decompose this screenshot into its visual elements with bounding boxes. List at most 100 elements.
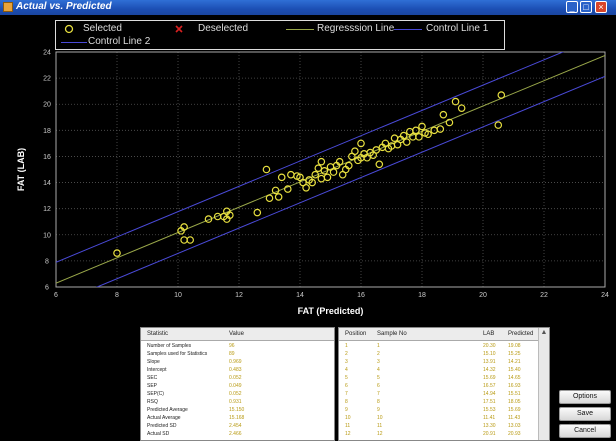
data-point <box>399 131 408 140</box>
data-point <box>412 126 420 135</box>
x-tick-label: 10 <box>174 292 182 299</box>
statistic-value: 15.168 <box>229 415 245 421</box>
cancel-button[interactable]: Cancel <box>559 424 611 438</box>
scatter-chart: 6 8 10 12 14 16 18 20 22 24 6 8 10 12 14 16 18 20 22 24 FAT … <box>16 50 609 317</box>
control-line-1 <box>56 52 565 263</box>
sample-number: 9 <box>377 407 380 413</box>
statistic-name: Predicted SD <box>147 423 177 429</box>
close-button[interactable]: × <box>595 1 607 13</box>
sample-lab: 17.51 <box>483 399 496 405</box>
data-point <box>402 138 411 146</box>
sample-predicted: 14.65 <box>508 375 521 381</box>
x-tick-label: 18 <box>418 292 426 299</box>
control-line-1-swatch <box>394 29 422 30</box>
sample-number: 6 <box>377 383 380 389</box>
statistic-name: Actual SD <box>147 431 170 437</box>
sample-position: 8 <box>345 399 348 405</box>
sample-lab: 15.10 <box>483 351 496 357</box>
data-point <box>424 130 432 139</box>
sample-lab: 15.53 <box>483 407 496 413</box>
x-tick-label: 22 <box>540 292 548 299</box>
data-point <box>436 125 445 133</box>
data-point <box>457 104 466 112</box>
data-point <box>372 146 381 154</box>
data-point <box>113 249 121 257</box>
data-point <box>320 167 329 175</box>
data-point <box>344 161 353 170</box>
maximize-button[interactable]: □ <box>580 1 592 13</box>
sample-predicted: 11.43 <box>508 415 521 421</box>
data-point <box>329 168 338 176</box>
x-tick-label: 12 <box>235 292 243 299</box>
x-tick-label: 16 <box>357 292 365 299</box>
selected-marker-icon <box>64 24 74 34</box>
sample-lab: 11.41 <box>483 415 496 421</box>
statistic-name: SEP <box>147 383 158 389</box>
save-selections-button[interactable]: Save Selections <box>559 407 611 429</box>
sample-number: 3 <box>377 359 380 365</box>
statistic-name: Actual Average <box>147 415 181 421</box>
sample-number: 8 <box>377 399 380 405</box>
sample-number: 4 <box>377 367 380 373</box>
data-point <box>415 133 423 141</box>
data-point <box>439 110 448 119</box>
sample-position: 2 <box>345 351 348 357</box>
data-point <box>351 147 359 156</box>
chart-legend: Selected Deselected Regresssion Line Con… <box>55 20 505 50</box>
scroll-up-icon[interactable]: ▲ <box>540 329 548 336</box>
sample-lab: 13.30 <box>483 423 496 429</box>
data-point <box>302 183 310 192</box>
window-title: Actual vs. Predicted <box>16 1 112 12</box>
statistic-value: 2.454 <box>229 423 242 429</box>
data-point <box>180 236 188 244</box>
statistic-name: Predicted Average <box>147 407 188 413</box>
sample-number: 10 <box>377 415 383 421</box>
data-point <box>180 223 188 231</box>
sample-position: 12 <box>345 431 351 437</box>
y-tick-label: 6 <box>45 285 49 292</box>
data-point <box>317 157 326 166</box>
sample-predicted: 19.08 <box>508 343 521 349</box>
statistic-name: Intercept <box>147 367 167 373</box>
samples-scrollbar[interactable]: ▲ <box>538 328 549 440</box>
legend-regression: Regresssion Line <box>317 23 395 34</box>
data-point <box>186 236 195 244</box>
statistic-value: 0.052 <box>229 391 242 397</box>
sample-number: 11 <box>377 423 383 429</box>
sample-number: 12 <box>377 431 383 437</box>
sample-position: 10 <box>345 415 351 421</box>
sample-predicted: 18.05 <box>508 399 521 405</box>
sample-position: 3 <box>345 359 348 365</box>
y-tick-label: 14 <box>43 180 51 187</box>
legend-control1: Control Line 1 <box>426 23 489 34</box>
legend-selected: Selected <box>83 23 122 34</box>
statistic-value: 0.483 <box>229 367 242 373</box>
data-point <box>265 194 274 203</box>
sample-predicted: 15.51 <box>508 391 521 397</box>
statistics-table: Statistic Value Number of Samples 96 Sampl… <box>140 327 335 441</box>
sample-lab: 14.94 <box>483 391 496 397</box>
statistic-name: Samples used for Statistics <box>147 351 208 357</box>
options-button[interactable]: Options <box>559 390 611 404</box>
title-bar: Actual vs. Predicted _ □ × <box>0 0 616 15</box>
data-point <box>311 170 320 179</box>
statistic-value: 0.052 <box>229 375 242 381</box>
sample-lab: 13.91 <box>483 359 496 365</box>
minimize-button[interactable]: _ <box>566 1 578 13</box>
sample-position: 9 <box>345 407 348 413</box>
data-point <box>274 193 283 201</box>
statistic-name: Slope <box>147 359 160 365</box>
statistics-header <box>141 328 334 341</box>
sample-position: 5 <box>345 375 348 381</box>
control-line-2 <box>95 75 605 287</box>
sample-lab: 16.57 <box>483 383 496 389</box>
sample-no-column-header: Sample No <box>377 331 407 337</box>
sample-position: 11 <box>345 423 351 429</box>
sample-predicted: 20.93 <box>508 431 521 437</box>
y-axis-label: FAT (LAB) <box>16 148 26 191</box>
sample-predicted: 13.03 <box>508 423 521 429</box>
y-tick-label: 24 <box>43 50 51 57</box>
value-column-header: Value <box>229 331 244 337</box>
samples-header <box>339 328 549 341</box>
y-tick-label: 12 <box>43 206 51 213</box>
